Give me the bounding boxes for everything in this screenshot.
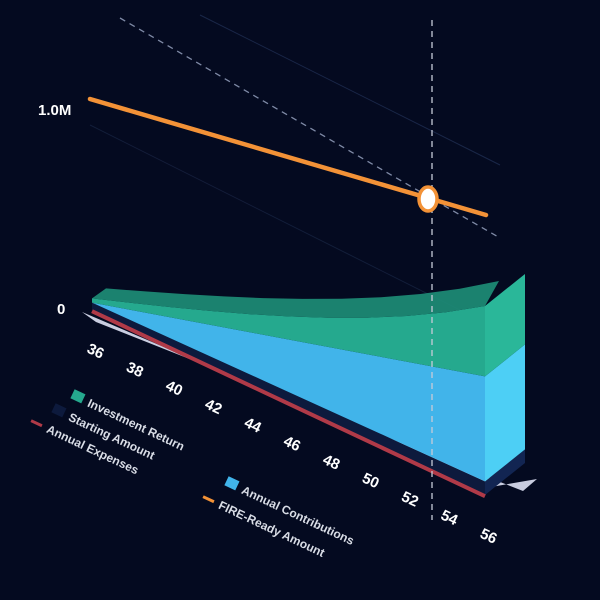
x-tick-label: 56 [477,525,499,547]
x-tick-label: 42 [202,396,224,418]
y-tick-label: 0 [57,301,65,318]
area-starting-amount [92,302,485,495]
x-tick-label: 46 [281,433,303,455]
area-side-annual-contributions [485,344,525,482]
guide-line [199,14,501,166]
projection-dashed-line [119,17,501,239]
area-annual-contributions [92,302,485,482]
area-layers [92,274,525,495]
legend-line-swatch [30,419,43,428]
x-tick-label: 50 [359,470,381,492]
legend-swatch [224,476,240,491]
axis-ticks: 0 1.0M 36 38 40 42 44 46 48 50 52 54 56 [38,102,500,548]
x-tick-label: 40 [163,377,185,399]
x-tick-label: 44 [241,414,264,437]
line-annual-expenses [91,309,486,499]
area-top-investment-return [92,281,499,318]
y-tick-label: 1.0M [38,102,71,119]
legend-swatch [70,389,86,404]
area-investment-return [92,298,485,377]
x-tick-label: 52 [399,488,421,510]
line-layers [87,20,489,520]
guide-line [89,124,481,321]
intersection-marker [417,185,439,213]
x-tick-label: 38 [124,359,146,381]
x-tick-label: 54 [438,507,461,530]
legend-line-swatch [202,495,215,504]
x-tick-label: 48 [320,451,342,473]
area-side-investment-return [485,274,525,377]
area-side-starting-amount [485,449,525,495]
x-tick-label: 36 [84,340,106,362]
legend-swatch [51,403,67,418]
